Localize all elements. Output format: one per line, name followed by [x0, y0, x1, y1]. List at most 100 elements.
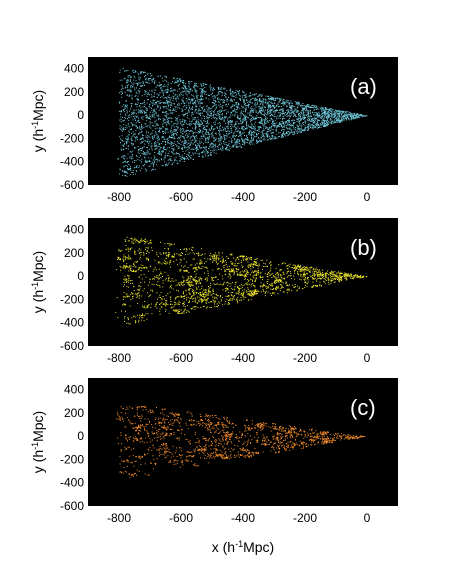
scatter-point: [164, 75, 166, 77]
scatter-point: [274, 110, 276, 112]
scatter-point: [145, 125, 147, 127]
scatter-point: [175, 130, 177, 132]
scatter-point: [156, 254, 158, 256]
scatter-point: [259, 105, 261, 107]
scatter-point: [239, 143, 241, 144]
scatter-point: [228, 130, 230, 132]
scatter-point: [120, 121, 122, 123]
scatter-point: [318, 116, 320, 118]
scatter-point: [179, 119, 181, 121]
scatter-point: [213, 115, 214, 117]
scatter-point: [192, 117, 194, 119]
scatter-point: [186, 94, 188, 96]
scatter-point: [186, 310, 188, 312]
scatter-point: [195, 100, 197, 102]
scatter-point: [164, 146, 165, 148]
scatter-point: [132, 266, 134, 267]
scatter-point: [307, 281, 309, 283]
scatter-point: [128, 164, 130, 165]
scatter-point: [135, 125, 137, 127]
scatter-point: [242, 294, 244, 296]
scatter-point: [184, 122, 186, 124]
scatter-point: [255, 106, 257, 108]
scatter-point: [161, 263, 163, 265]
scatter-point: [191, 136, 193, 138]
scatter-point: [138, 152, 140, 154]
scatter-point: [316, 269, 318, 271]
scatter-point: [306, 109, 308, 111]
scatter-point: [151, 242, 153, 244]
scatter-point: [304, 130, 306, 131]
scatter-point: [151, 290, 153, 292]
scatter-point: [297, 110, 299, 112]
scatter-point: [199, 125, 201, 127]
scatter-point: [200, 136, 202, 138]
scatter-point: [132, 143, 134, 144]
scatter-point: [163, 111, 165, 113]
scatter-point: [263, 138, 265, 140]
scatter-point: [219, 118, 221, 119]
scatter-point: [273, 105, 275, 107]
scatter-point: [272, 136, 274, 138]
scatter-point: [324, 122, 325, 124]
scatter-point: [218, 91, 220, 93]
scatter-point: [165, 85, 167, 87]
scatter-point: [195, 124, 197, 126]
scatter-point: [152, 114, 154, 116]
scatter-point: [244, 138, 246, 140]
scatter-point: [274, 125, 276, 127]
scatter-point: [291, 124, 293, 126]
scatter-point: [296, 109, 298, 111]
scatter-point: [205, 128, 206, 130]
scatter-point: [326, 125, 328, 127]
scatter-point: [173, 261, 175, 263]
scatter-point: [146, 292, 148, 294]
scatter-point: [265, 122, 267, 124]
scatter-point: [179, 94, 181, 96]
scatter-point: [147, 93, 149, 95]
scatter-point: [249, 130, 251, 132]
scatter-point: [123, 296, 124, 298]
scatter-point: [267, 285, 269, 287]
scatter-point: [275, 99, 276, 101]
scatter-point: [300, 131, 301, 133]
scatter-point: [142, 146, 144, 148]
scatter-point: [176, 118, 178, 119]
scatter-point: [173, 254, 175, 256]
scatter-point: [312, 118, 313, 120]
scatter-point: [202, 155, 204, 157]
scatter-point: [272, 114, 274, 116]
scatter-point: [352, 115, 354, 116]
scatter-point: [353, 116, 354, 118]
scatter-point: [139, 122, 141, 123]
scatter-point: [244, 144, 246, 146]
scatter-point: [167, 100, 169, 102]
scatter-point: [346, 276, 348, 278]
scatter-point: [192, 152, 194, 154]
scatter-point: [247, 266, 249, 268]
scatter-point: [330, 110, 332, 112]
scatter-point: [253, 271, 255, 273]
scatter-point: [322, 123, 323, 125]
scatter-point: [192, 106, 194, 108]
scatter-point: [146, 82, 148, 84]
scatter-point: [131, 172, 133, 173]
scatter-point: [152, 116, 154, 118]
scatter-point: [339, 117, 341, 119]
scatter-point: [231, 121, 233, 123]
scatter-point: [131, 138, 133, 140]
scatter-point: [133, 109, 135, 111]
scatter-point: [334, 111, 336, 113]
scatter-point: [259, 141, 261, 143]
scatter-point: [270, 138, 272, 140]
scatter-point: [202, 127, 204, 129]
scatter-point: [291, 109, 293, 111]
scatter-point: [304, 118, 306, 120]
scatter-point: [262, 283, 264, 285]
scatter-point: [264, 125, 266, 127]
scatter-point: [138, 297, 140, 299]
scatter-point: [172, 90, 174, 92]
scatter-point: [169, 109, 171, 111]
scatter-point: [122, 116, 124, 118]
scatter-point: [256, 103, 258, 105]
